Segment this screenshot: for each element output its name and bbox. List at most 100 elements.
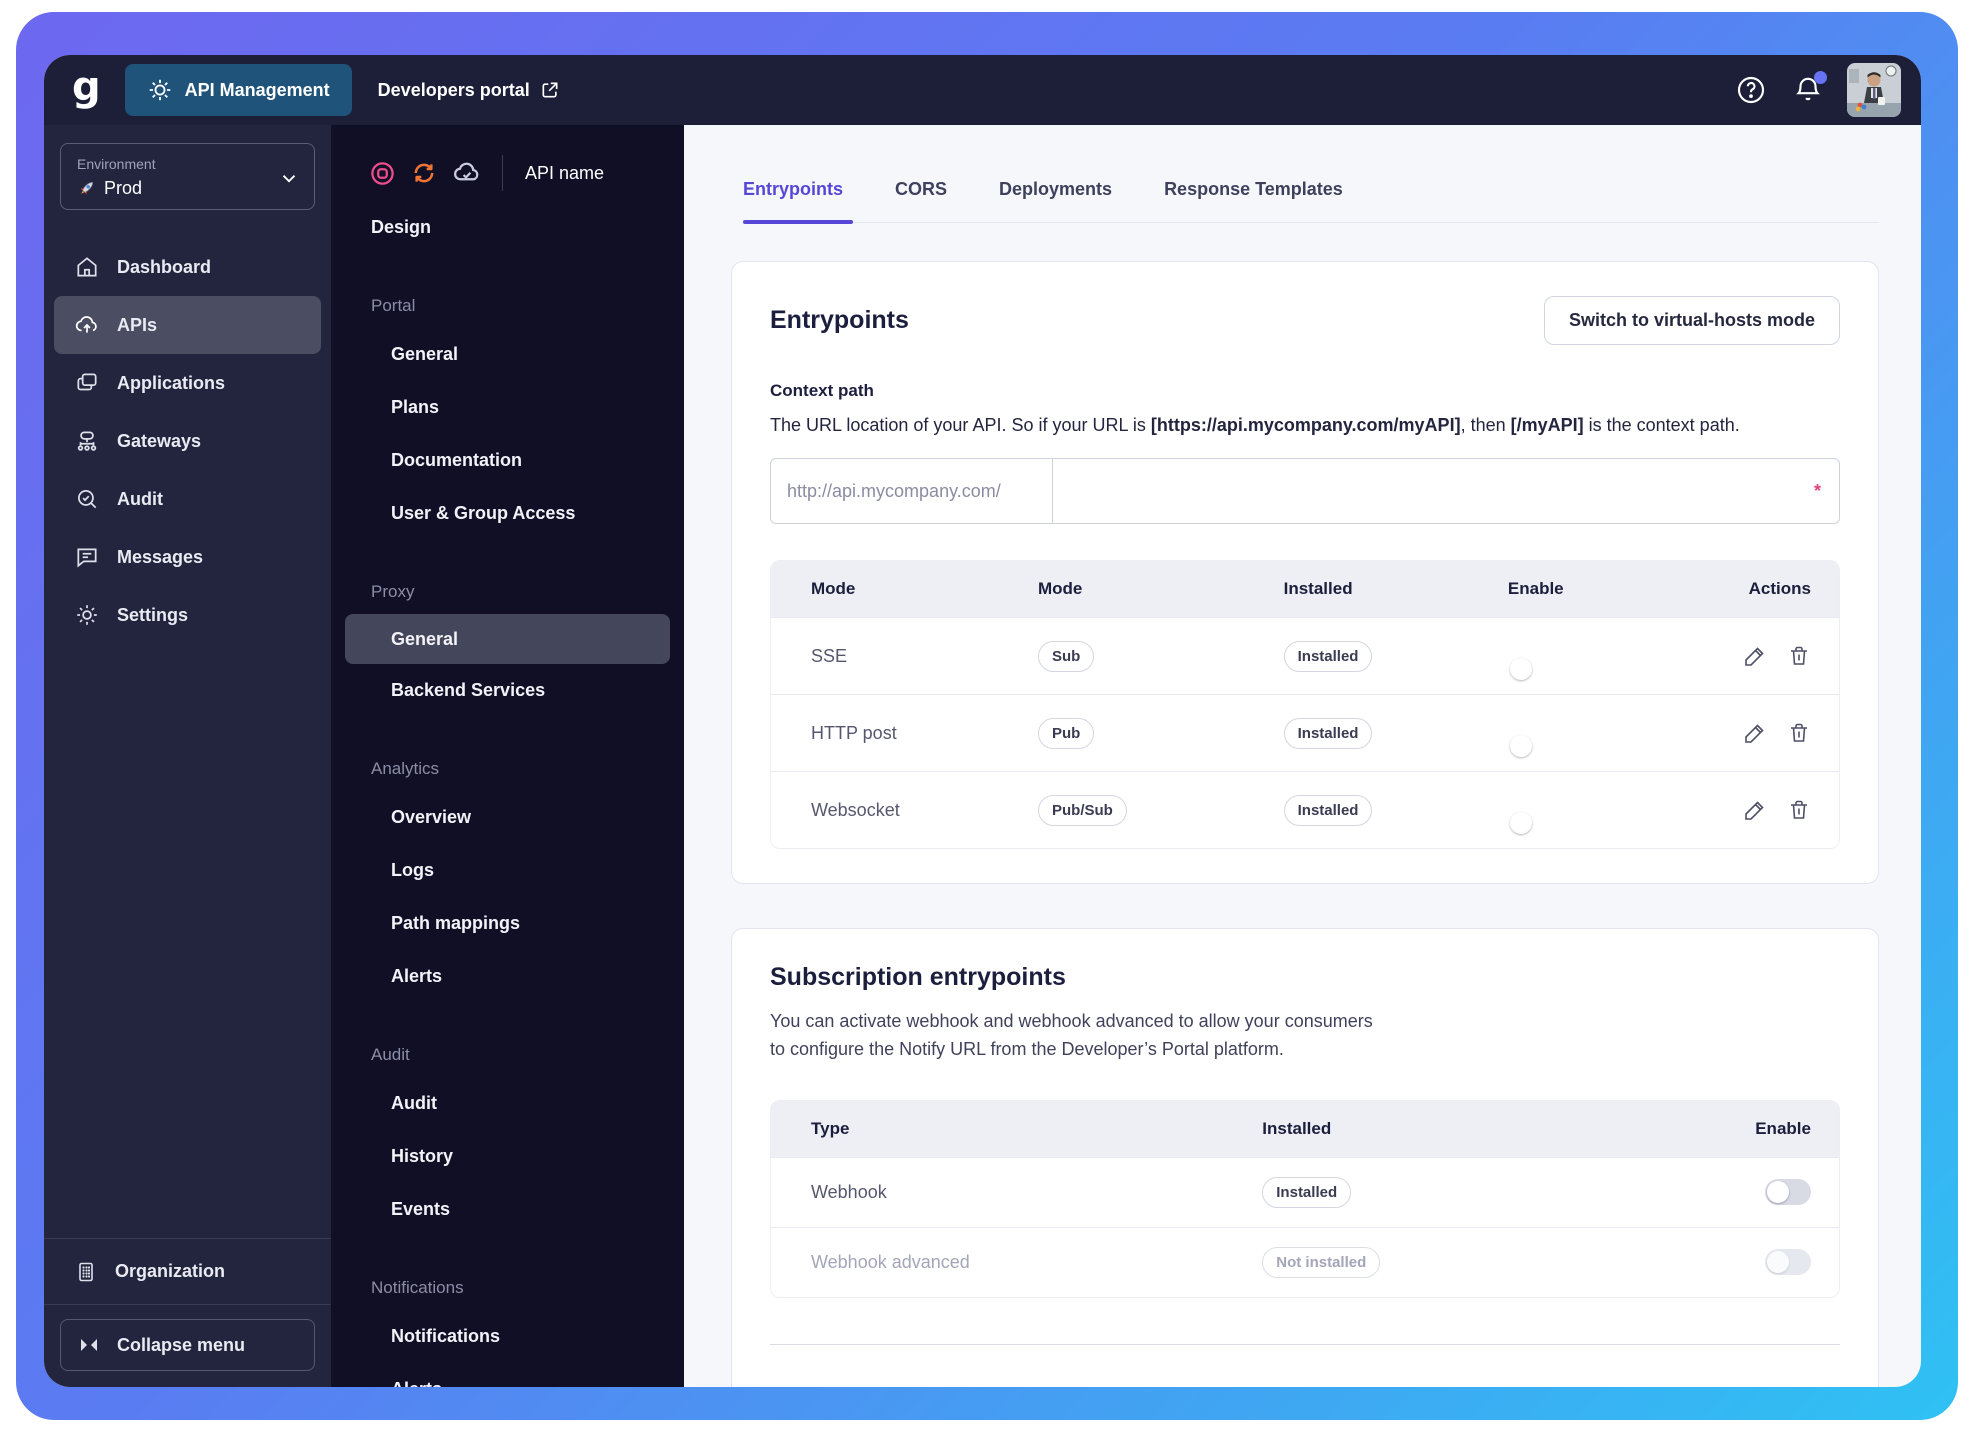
tab-entrypoints[interactable]: Entrypoints <box>743 169 854 224</box>
gear-icon <box>147 77 173 103</box>
sidebar-item-apis[interactable]: APIs <box>54 296 321 354</box>
switch-virtual-hosts-button[interactable]: Switch to virtual-hosts mode <box>1543 296 1840 345</box>
building-icon <box>74 1260 98 1284</box>
api-menu-item-backend-services[interactable]: Backend Services <box>391 680 546 700</box>
col-header-installed: Installed <box>1262 1118 1332 1138</box>
installed-chip: Installed <box>1283 640 1373 672</box>
help-button[interactable] <box>1735 74 1767 106</box>
col-header-enable: Enable <box>1507 579 1564 598</box>
col-header-enable: Enable <box>1755 1118 1811 1138</box>
enable-toggle-disabled <box>1764 1249 1811 1276</box>
context-path-input[interactable] <box>1053 459 1814 523</box>
sidebar-item-settings[interactable]: Settings <box>54 586 321 644</box>
installed-chip: Not installed <box>1262 1246 1381 1278</box>
developers-portal-link[interactable]: Developers portal <box>378 80 560 101</box>
environment-label: Environment <box>77 156 156 172</box>
app-body: Environment <box>44 125 1921 1387</box>
sidebar-item-messages[interactable]: Messages <box>54 528 321 586</box>
sidebar-item-audit[interactable]: Audit <box>54 470 321 528</box>
context-path-input-group: http://api.mycompany.com/ * <box>770 458 1840 524</box>
api-menu-item-user-group-access[interactable]: User & Group Access <box>391 503 576 523</box>
collapse-wrap: Collapse menu <box>44 1304 331 1387</box>
api-menu-item-overview[interactable]: Overview <box>391 807 472 827</box>
api-menu-section-audit: Audit <box>371 1045 410 1064</box>
sidebar-item-applications[interactable]: Applications <box>54 354 321 412</box>
user-avatar[interactable] <box>1847 63 1901 117</box>
sidebar-item-label: Audit <box>117 488 163 509</box>
delete-button[interactable] <box>1787 644 1811 668</box>
table-row-http-post: HTTP post Pub Installed <box>771 694 1839 771</box>
subscription-title: Subscription entrypoints <box>770 963 1066 991</box>
collapse-icon <box>77 1336 101 1354</box>
api-menu-section-notifications: Notifications <box>371 1278 464 1297</box>
enable-toggle[interactable] <box>1764 1179 1811 1206</box>
table-row-sse: SSE Sub Installed <box>771 617 1839 694</box>
api-menu-item-logs[interactable]: Logs <box>391 860 434 880</box>
col-header-type: Type <box>811 1118 850 1138</box>
row-name: Websocket <box>811 799 900 820</box>
tab-cors[interactable]: CORS <box>895 179 948 199</box>
rocket-icon <box>77 179 96 198</box>
environment-text: Environment <box>77 156 278 199</box>
main-content: Entrypoints CORS Deployments Response Te… <box>684 125 1921 1387</box>
api-menu-item-notification-alerts[interactable]: Alerts <box>331 1363 684 1387</box>
api-menu-section-proxy: Proxy <box>371 582 415 601</box>
delete-button[interactable] <box>1787 721 1811 745</box>
sidebar-item-label: Settings <box>117 604 189 625</box>
api-menu-item-path-mappings[interactable]: Path mappings <box>391 913 521 933</box>
sidebar-item-organization[interactable]: Organization <box>44 1238 331 1304</box>
subscription-entrypoints-card: Subscription entrypoints You can activat… <box>731 928 1879 1387</box>
search-check-icon <box>74 486 100 512</box>
sidebar-item-label: Dashboard <box>117 256 212 277</box>
help-icon <box>1735 74 1767 106</box>
external-link-icon <box>540 80 560 100</box>
tab-response-templates[interactable]: Response Templates <box>1164 179 1343 199</box>
network-icon <box>74 428 100 454</box>
col-header-mode2: Mode <box>1038 579 1083 598</box>
delete-button[interactable] <box>1787 798 1811 822</box>
notifications-button[interactable] <box>1793 71 1827 105</box>
sidebar-item-label: Applications <box>117 372 226 393</box>
edit-button[interactable] <box>1743 798 1767 822</box>
subscription-description: You can activate webhook and webhook adv… <box>770 1011 1373 1059</box>
table-row-webhook-advanced: Webhook advanced Not installed <box>771 1226 1839 1297</box>
installed-chip: Installed <box>1262 1176 1352 1208</box>
api-management-button[interactable]: API Management <box>124 64 352 116</box>
api-menu-item-analytics-alerts[interactable]: Alerts <box>391 966 443 986</box>
sync-icon <box>410 159 438 187</box>
notification-dot <box>1814 71 1827 84</box>
entrypoints-table-header: Mode Mode Installed Enable Actions <box>771 561 1839 617</box>
api-menu-item-proxy-general[interactable]: General <box>345 614 670 664</box>
home-icon <box>74 254 100 280</box>
api-menu-item-events[interactable]: Events <box>391 1199 451 1219</box>
api-menu-item-portal-general[interactable]: General <box>391 344 459 364</box>
edit-button[interactable] <box>1743 721 1767 745</box>
row-name: Webhook <box>811 1181 887 1202</box>
row-name: HTTP post <box>811 722 897 743</box>
sidebar-item-dashboard[interactable]: Dashboard <box>54 238 321 296</box>
sidebar-item-gateways[interactable]: Gateways <box>54 412 321 470</box>
api-menu-item-documentation[interactable]: Documentation <box>391 450 523 470</box>
api-menu-item-audit[interactable]: Audit <box>391 1093 437 1113</box>
mode-chip: Pub/Sub <box>1038 794 1127 826</box>
api-menu-item-plans[interactable]: Plans <box>391 397 440 417</box>
edit-button[interactable] <box>1743 644 1767 668</box>
tab-deployments[interactable]: Deployments <box>999 179 1113 199</box>
entrypoints-card: Entrypoints Switch to virtual-hosts mode… <box>731 261 1879 884</box>
api-menu-item-notifications[interactable]: Notifications <box>391 1326 501 1346</box>
cloud-upload-icon <box>74 312 100 338</box>
api-menu-section-analytics: Analytics <box>371 759 440 778</box>
row-name: SSE <box>811 645 848 666</box>
row-name: Webhook advanced <box>811 1251 970 1272</box>
api-menu-item-design[interactable]: Design <box>371 217 432 237</box>
cloud-check-icon <box>452 158 482 188</box>
environment-selector[interactable]: Environment <box>60 143 315 210</box>
api-name: API name <box>525 162 605 183</box>
col-header-actions: Actions <box>1748 579 1811 598</box>
collapse-menu-label: Collapse menu <box>117 1334 246 1355</box>
required-marker: * <box>1813 480 1821 501</box>
api-menu-item-history[interactable]: History <box>391 1146 454 1166</box>
collapse-menu-button[interactable]: Collapse menu <box>60 1319 315 1371</box>
app-window: g API Management Developers portal <box>44 55 1921 1387</box>
